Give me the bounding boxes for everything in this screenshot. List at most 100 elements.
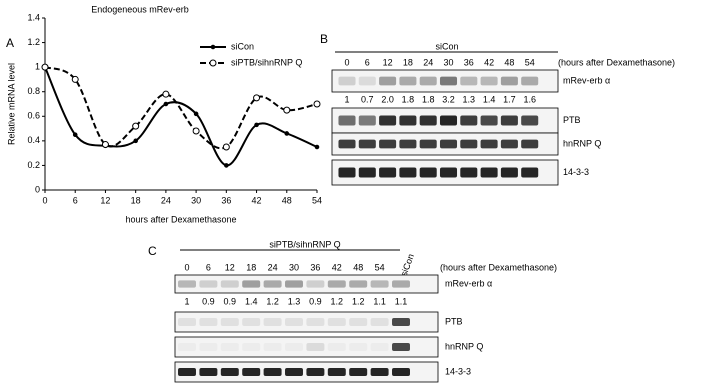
- band: [370, 280, 389, 288]
- band: [419, 115, 437, 126]
- band: [439, 76, 458, 86]
- band: [480, 167, 498, 178]
- band: [399, 115, 417, 126]
- y-tick-label: 1: [35, 62, 40, 72]
- legend-marker: [210, 44, 216, 50]
- lane-label: 54: [375, 262, 385, 272]
- row-label: PTB: [445, 316, 463, 326]
- data-point: [101, 141, 109, 149]
- band: [263, 318, 282, 326]
- band: [358, 139, 376, 149]
- row-label: 14-3-3: [445, 366, 471, 376]
- quant-value: 1.3: [463, 94, 476, 104]
- data-point: [41, 63, 49, 71]
- data-point: [132, 122, 140, 130]
- lane-label: 0: [184, 262, 189, 272]
- data-point: [193, 111, 199, 117]
- band: [500, 139, 518, 149]
- band: [399, 76, 417, 86]
- row-label: hnRNP Q: [445, 341, 483, 351]
- band: [379, 139, 397, 149]
- band: [500, 115, 518, 126]
- band: [199, 280, 218, 288]
- quant-value: 1: [344, 94, 349, 104]
- lane-label: 12: [383, 57, 393, 67]
- x-tick-label: 36: [221, 195, 231, 205]
- band: [220, 280, 239, 288]
- band: [521, 76, 539, 86]
- band: [460, 167, 478, 178]
- data-point: [133, 138, 138, 144]
- legend-marker: [209, 59, 217, 67]
- band: [358, 76, 376, 86]
- quant-value: 1: [184, 296, 189, 306]
- band: [370, 318, 389, 326]
- quant-value: 0.9: [309, 296, 322, 306]
- data-point: [162, 90, 170, 98]
- band: [419, 139, 437, 149]
- x-tick-label: 18: [131, 195, 141, 205]
- blot-strip: [174, 336, 439, 358]
- lane-label: 36: [464, 57, 474, 67]
- quant-value: 1.6: [523, 94, 536, 104]
- row-label: mRev-erb α: [563, 75, 610, 85]
- x-tick-label: 0: [42, 195, 47, 205]
- band: [199, 368, 218, 376]
- quant-value: 1.4: [245, 296, 258, 306]
- quant-value: 2.0: [381, 94, 394, 104]
- series-line: [44, 66, 318, 150]
- band: [419, 76, 437, 86]
- band: [439, 115, 458, 126]
- series-line: [44, 66, 318, 167]
- y-tick-label: 1.4: [27, 12, 40, 22]
- quant-value: 1.2: [352, 296, 365, 306]
- x-tick-label: 6: [73, 195, 78, 205]
- band: [242, 368, 261, 376]
- data-point: [254, 122, 259, 128]
- band: [349, 368, 368, 376]
- band: [285, 343, 303, 351]
- y-tick-label: 0.4: [27, 135, 40, 145]
- x-tick-label: 48: [282, 195, 292, 205]
- quant-value: 1.4: [483, 94, 496, 104]
- band: [221, 343, 239, 351]
- x-tick-label: 24: [161, 195, 171, 205]
- band: [349, 343, 367, 351]
- data-point: [224, 163, 229, 168]
- band: [358, 115, 376, 126]
- lane-label: 30: [289, 262, 299, 272]
- y-tick-label: 0.8: [27, 86, 40, 96]
- lane-label: 30: [443, 57, 453, 67]
- band: [349, 318, 368, 326]
- band: [306, 343, 325, 351]
- band: [480, 76, 498, 86]
- band: [285, 318, 303, 326]
- quant-value: 1.8: [422, 94, 435, 104]
- band: [306, 280, 325, 288]
- band: [460, 76, 478, 86]
- quant-value: 0.9: [202, 296, 215, 306]
- band: [379, 115, 397, 126]
- band: [419, 167, 437, 178]
- lane-label: 18: [403, 57, 413, 67]
- band: [460, 115, 478, 126]
- data-point: [71, 75, 79, 83]
- quant-value: 1.2: [266, 296, 279, 306]
- lane-label: 0: [344, 57, 349, 67]
- x-tick-label: 54: [312, 195, 322, 205]
- band: [379, 76, 397, 86]
- lane-label: 36: [310, 262, 320, 272]
- data-point: [192, 127, 200, 135]
- band: [500, 76, 518, 86]
- quant-value: 1.1: [395, 296, 408, 306]
- x-tick-label: 42: [252, 195, 262, 205]
- band: [521, 115, 539, 126]
- band: [263, 368, 282, 376]
- band: [220, 368, 239, 376]
- band: [371, 343, 389, 351]
- band: [264, 343, 282, 351]
- band: [379, 167, 397, 178]
- lane-label: siCon: [399, 252, 416, 277]
- data-point: [253, 94, 261, 102]
- band: [242, 343, 260, 351]
